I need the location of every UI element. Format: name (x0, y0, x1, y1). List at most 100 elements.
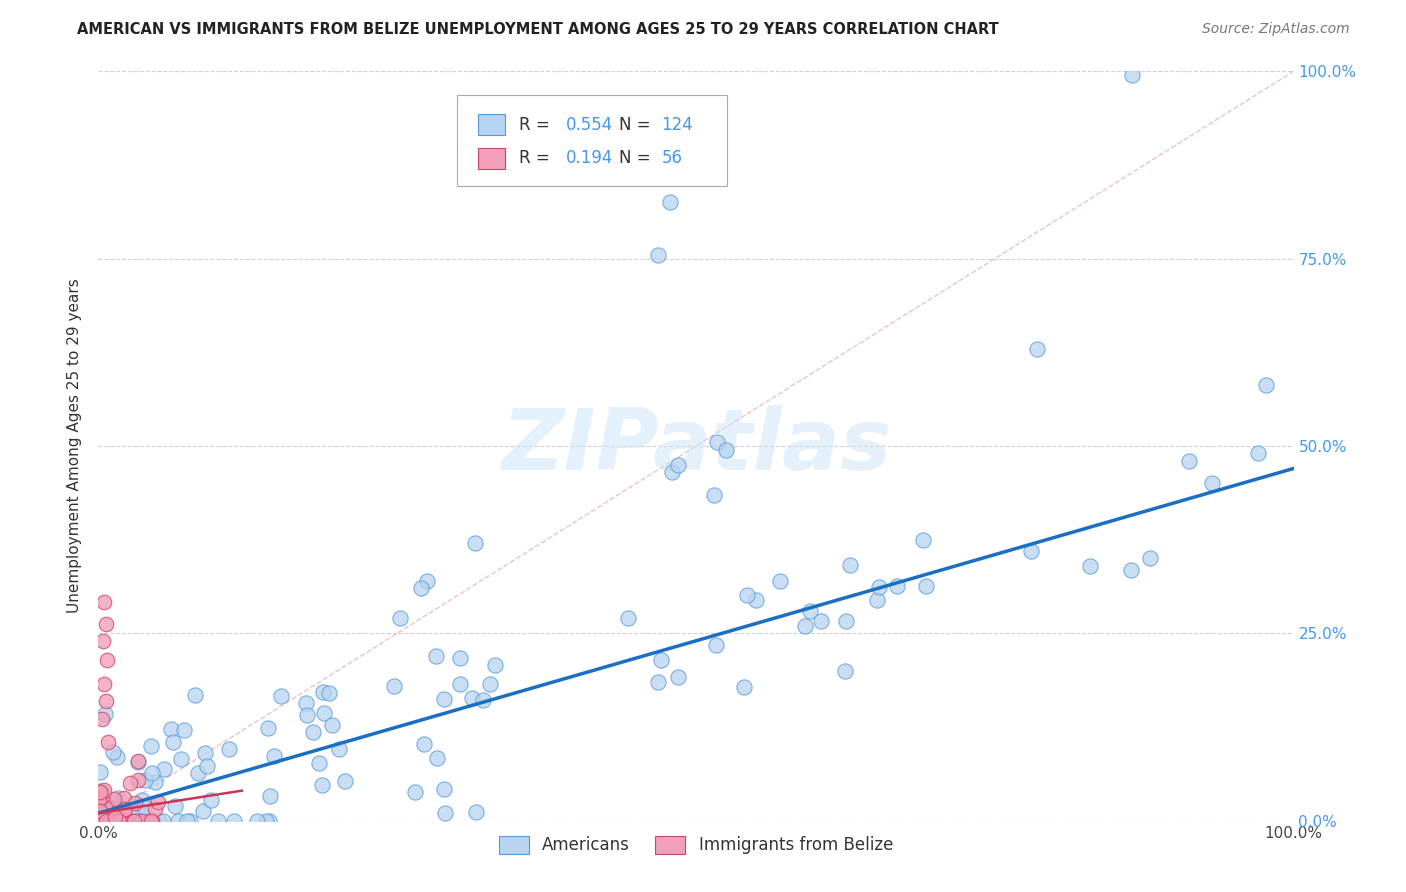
Point (87, 804, 110, 818)
Point (87, 792, 110, 806)
Text: 0.554: 0.554 (565, 116, 613, 134)
Point (91, 814, 114, 828)
Text: Source: ZipAtlas.com: Source: ZipAtlas.com (1202, 22, 1350, 37)
Point (184, 688, 207, 702)
Point (254, 814, 277, 828)
Point (89, 814, 111, 828)
Point (127, 755, 149, 769)
Point (166, 814, 188, 828)
Point (479, 677, 502, 691)
Point (148, 814, 170, 828)
Point (112, 814, 135, 828)
Point (666, 670, 689, 684)
Point (661, 465, 683, 479)
Point (139, 814, 162, 828)
Text: R =: R = (519, 116, 550, 134)
Point (91, 633, 114, 648)
Point (131, 814, 153, 828)
Point (107, 814, 129, 828)
Point (131, 793, 153, 807)
Point (179, 814, 201, 828)
Point (295, 696, 318, 710)
Point (425, 649, 447, 664)
Point (382, 680, 405, 694)
Point (314, 706, 336, 720)
Point (110, 814, 132, 828)
Point (159, 722, 181, 736)
Point (472, 693, 495, 707)
Point (89, 784, 111, 798)
Point (389, 611, 412, 625)
Point (768, 574, 790, 588)
Point (132, 814, 155, 828)
Point (1025, 342, 1047, 356)
Point (96, 814, 118, 828)
Point (94, 617, 117, 632)
Point (464, 536, 486, 550)
Point (91, 814, 114, 828)
Point (1201, 475, 1223, 490)
Point (141, 814, 163, 828)
Point (886, 578, 908, 592)
Text: 56: 56 (661, 149, 682, 168)
Point (97, 800, 120, 814)
Point (647, 674, 669, 689)
Point (433, 692, 456, 706)
Text: N =: N = (620, 149, 651, 168)
Point (131, 808, 153, 822)
Point (449, 651, 471, 665)
Point (117, 814, 139, 828)
FancyBboxPatch shape (478, 148, 505, 169)
Point (90, 790, 112, 805)
Point (650, 653, 672, 667)
Point (1254, 378, 1277, 392)
Point (318, 686, 340, 700)
Point (302, 725, 325, 739)
Point (89, 804, 111, 818)
Point (114, 814, 136, 828)
Point (207, 814, 229, 828)
Point (105, 750, 128, 764)
Point (112, 791, 135, 805)
Point (134, 773, 156, 788)
Point (152, 814, 174, 828)
Point (413, 737, 436, 751)
Point (312, 684, 335, 698)
Point (449, 677, 471, 691)
Point (105, 814, 128, 828)
Point (112, 804, 135, 818)
Point (794, 619, 817, 633)
Point (703, 488, 725, 502)
Point (94, 800, 117, 814)
Point (426, 751, 449, 765)
Point (433, 782, 456, 797)
Point (308, 756, 330, 771)
Point (222, 814, 245, 828)
Point (103, 814, 125, 828)
Point (110, 812, 132, 826)
Point (96, 652, 118, 666)
Point (799, 604, 821, 618)
Point (465, 805, 488, 819)
Point (200, 792, 222, 806)
Point (127, 772, 149, 787)
Point (97, 814, 120, 828)
Point (834, 664, 856, 678)
Point (838, 558, 860, 573)
Point (117, 814, 139, 828)
Text: N =: N = (620, 116, 651, 134)
Point (295, 707, 318, 722)
Point (1178, 454, 1201, 468)
Point (94, 694, 117, 708)
Point (246, 814, 269, 828)
Point (94, 814, 117, 828)
Point (616, 611, 638, 625)
Point (914, 580, 936, 594)
Point (98, 814, 121, 828)
Legend: Americans, Immigrants from Belize: Americans, Immigrants from Belize (492, 829, 900, 861)
Point (89, 784, 111, 798)
Point (434, 806, 457, 821)
Point (93, 595, 115, 609)
Point (89, 814, 111, 828)
Point (911, 533, 934, 547)
